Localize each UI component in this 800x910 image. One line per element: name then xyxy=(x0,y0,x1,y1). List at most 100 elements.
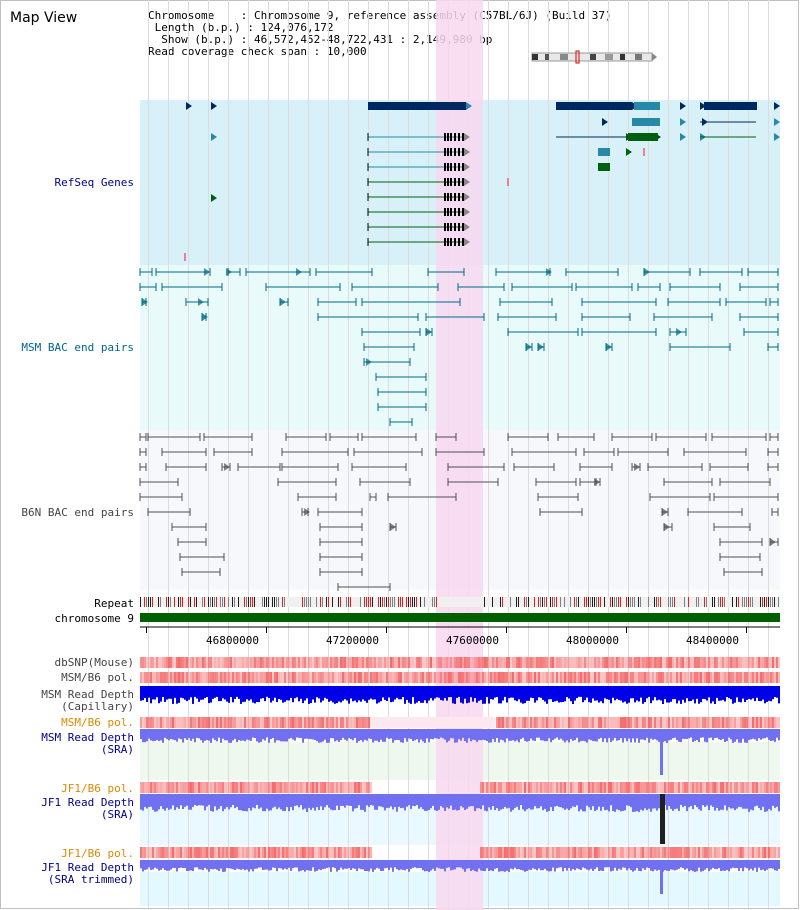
repeat-element xyxy=(594,597,595,607)
msm-depth-sra-bar xyxy=(458,729,460,740)
track-label-msm-depth-cap[interactable]: MSM Read Depth xyxy=(41,688,134,701)
refseq-exon xyxy=(458,133,460,141)
jf1-depth-trim-bar xyxy=(684,860,686,870)
jf1-pol-trim-bar xyxy=(352,847,354,858)
track-label-jf1-pol-2[interactable]: JF1/B6 pol. xyxy=(61,847,134,860)
msm-depth-sra-bar xyxy=(644,729,646,741)
track-label-refseq[interactable]: RefSeq Genes xyxy=(54,176,134,189)
msm-pol-bar xyxy=(210,672,212,683)
jf1-depth-trim-bar xyxy=(454,860,456,870)
dbsnp-bar xyxy=(168,657,170,668)
jf1-depth-bar xyxy=(526,794,528,810)
track-label-b6n-bac[interactable]: B6N BAC end pairs xyxy=(21,506,134,519)
ideogram-position-marker xyxy=(575,50,580,64)
msm-pol-sra-bar xyxy=(254,717,256,728)
jf1-depth-trim-bar xyxy=(446,860,448,868)
msm-depth-sra-bar xyxy=(278,729,280,741)
jf1-depth-bar xyxy=(514,794,516,808)
jf1-pol-bar xyxy=(346,782,348,793)
repeat-element xyxy=(306,597,307,607)
dbsnp-bar xyxy=(364,657,366,668)
msm-pol-bar xyxy=(374,672,376,683)
msm-depth-sra-bar xyxy=(722,729,724,739)
msm-pol-sra-bar xyxy=(148,717,150,728)
track-label-msm-bac[interactable]: MSM BAC end pairs xyxy=(21,341,134,354)
jf1-depth-trim-bar xyxy=(218,860,220,871)
jf1-depth-bar xyxy=(552,794,554,811)
jf1-depth-bar xyxy=(404,794,406,811)
msm-pol-sra-bar xyxy=(756,717,758,728)
jf1-depth-trim-bar xyxy=(254,860,256,869)
track-label-msm-depth-sra[interactable]: MSM Read Depth xyxy=(41,731,134,744)
track-label-jf1-trim[interactable]: JF1 Read Depth xyxy=(41,861,134,874)
dbsnp-bar xyxy=(206,657,208,668)
jf1-depth-bar xyxy=(300,794,302,806)
dbsnp-bar xyxy=(688,657,690,668)
jf1-pol-trim-bar xyxy=(622,847,624,858)
repeat-element xyxy=(718,597,719,607)
jf1-depth-bar xyxy=(576,794,578,806)
repeat-element xyxy=(216,597,217,607)
jf1-pol-trim-bar xyxy=(144,847,146,858)
jf1-pol-bar xyxy=(194,782,196,793)
msm-pol-bar xyxy=(624,672,626,683)
dbsnp-bar xyxy=(742,657,744,668)
jf1-pol-bar xyxy=(646,782,648,793)
jf1-depth-trim-bar xyxy=(346,860,348,869)
msm-depth-sra-bar xyxy=(380,729,382,740)
msm-pol-bar xyxy=(182,672,184,683)
msm-pol-sra-bar xyxy=(590,717,592,728)
repeat-element xyxy=(368,597,369,607)
msm-depth-sra-bar xyxy=(150,729,152,741)
jf1-depth-trim-bar xyxy=(474,860,476,872)
msm-depth-capillary-bar xyxy=(226,686,228,702)
repeat-element xyxy=(706,597,707,607)
jf1-depth-trim-bar xyxy=(380,860,382,871)
jf1-pol-bar xyxy=(266,782,268,793)
msm-pol-bar xyxy=(722,672,724,683)
jf1-depth-trim-bar xyxy=(308,860,310,871)
track-label-chromosome[interactable]: chromosome 9 xyxy=(54,612,134,625)
jf1-depth-bar xyxy=(322,794,324,810)
repeat-element xyxy=(140,597,141,607)
dbsnp-bar xyxy=(608,657,610,668)
jf1-pol-bar xyxy=(668,782,670,793)
msm-pol-bar xyxy=(778,672,780,683)
jf1-depth-bar xyxy=(376,794,378,810)
track-label-jf1-depth[interactable]: JF1 Read Depth xyxy=(41,796,134,809)
msm-depth-capillary-bar xyxy=(582,686,584,703)
jf1-depth-bar xyxy=(758,794,760,808)
track-label-msm-pol-1[interactable]: MSM/B6 pol. xyxy=(61,671,134,684)
msm-depth-capillary-bar xyxy=(776,686,778,698)
msm-depth-sra-bar xyxy=(424,729,426,743)
jf1-pol-bar xyxy=(656,782,658,793)
msm-depth-capillary-bar xyxy=(330,686,332,701)
jf1-depth-trim-bar xyxy=(400,860,402,870)
dbsnp-bar xyxy=(248,657,250,668)
track-label-dbsnp[interactable]: dbSNP(Mouse) xyxy=(54,656,134,669)
jf1-pol-trim-bar xyxy=(250,847,252,858)
msm-pol-bar xyxy=(658,672,660,683)
track-label-jf1-pol-1[interactable]: JF1/B6 pol. xyxy=(61,782,134,795)
msm-pol-sra-bar xyxy=(582,717,584,728)
msm-depth-sra-bar xyxy=(376,729,378,741)
jf1-pol-bar xyxy=(658,782,660,793)
msm-pol-bar xyxy=(548,672,550,683)
jf1-pol-bar xyxy=(552,782,554,793)
jf1-pol-bar xyxy=(502,782,504,793)
msm-depth-capillary-bar xyxy=(354,686,356,701)
track-label-repeat[interactable]: Repeat xyxy=(94,597,134,610)
jf1-depth-bar xyxy=(144,794,146,807)
msm-depth-sra-bar xyxy=(516,729,518,741)
msm-pol-bar xyxy=(396,672,398,683)
jf1-depth-bar xyxy=(288,794,290,812)
jf1-depth-bar xyxy=(440,794,442,807)
repeat-element xyxy=(762,597,763,607)
msm-pol-bar xyxy=(536,672,538,683)
axis-tick-1: 46800000 xyxy=(206,634,259,647)
jf1-pol-trim-bar xyxy=(228,847,230,858)
track-label-msm-pol-2[interactable]: MSM/B6 pol. xyxy=(61,716,134,729)
msm-depth-capillary-bar xyxy=(546,686,548,704)
msm-pol-bar xyxy=(356,672,358,683)
